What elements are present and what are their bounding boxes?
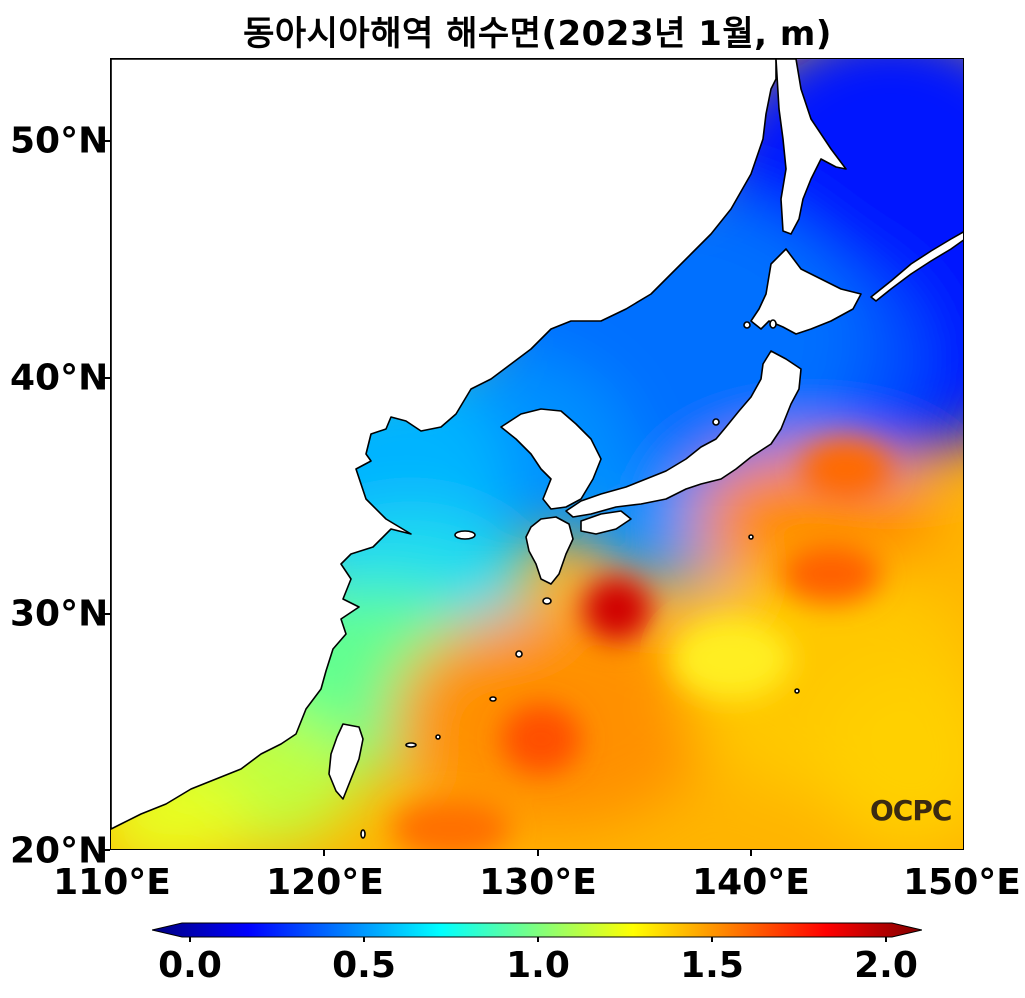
y-tick-label-50: 50°N: [10, 120, 109, 162]
y-tick-mark: [104, 849, 110, 851]
colorbar-tick: [537, 937, 539, 942]
y-tick-label-40: 40°N: [10, 357, 109, 399]
colorbar-tick: [885, 937, 887, 942]
x-tick-label-120: 120°E: [266, 862, 384, 903]
colorbar-tick: [363, 937, 365, 942]
x-tick-mark: [537, 850, 539, 856]
ocpc-logo: OCPC: [870, 794, 952, 827]
colorbar-label-0: 0.0: [158, 945, 222, 986]
x-tick-label-130: 130°E: [479, 862, 597, 903]
colorbar-label-4: 2.0: [854, 945, 918, 986]
map-title: 동아시아해역 해수면(2023년 1월, m): [243, 14, 832, 54]
colorbar-label-3: 1.5: [680, 945, 744, 986]
map-canvas: [111, 59, 963, 849]
x-tick-label-150: 150°E: [903, 862, 1021, 903]
colorbar: [152, 922, 922, 938]
x-tick-mark: [323, 850, 325, 856]
sea-level-map: [110, 58, 964, 850]
colorbar-label-1: 0.5: [332, 945, 396, 986]
y-tick-label-30: 30°N: [10, 593, 109, 635]
colorbar-tick: [189, 937, 191, 942]
x-tick-label-110: 110°E: [53, 862, 171, 903]
colorbar-label-2: 1.0: [506, 945, 570, 986]
y-tick-mark: [104, 140, 110, 142]
land: [111, 59, 963, 839]
y-tick-mark: [104, 613, 110, 615]
y-tick-mark: [104, 377, 110, 379]
colorbar-tick: [711, 937, 713, 942]
x-tick-mark: [750, 850, 752, 856]
y-tick-label-20: 20°N: [10, 830, 109, 872]
x-tick-label-140: 140°E: [692, 862, 810, 903]
